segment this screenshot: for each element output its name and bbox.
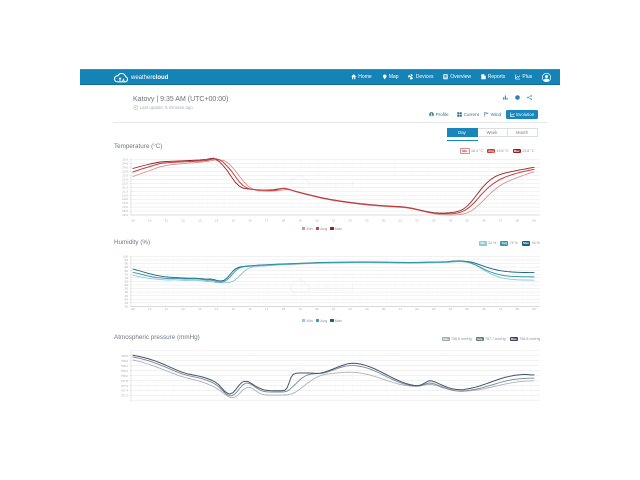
svg-text:13: 13 <box>198 307 202 311</box>
svg-text:758.6: 758.6 <box>121 359 129 363</box>
svg-text:23.5: 23.5 <box>122 169 128 173</box>
svg-text:00: 00 <box>382 218 386 222</box>
svg-text:20: 20 <box>315 218 319 222</box>
svg-text:06: 06 <box>482 218 486 222</box>
svg-text:18: 18 <box>282 218 286 222</box>
svg-text:20: 20 <box>315 307 319 311</box>
svg-text:18.0: 18.0 <box>122 213 128 217</box>
svg-text:55: 55 <box>125 287 129 291</box>
svg-text:04: 04 <box>449 218 453 222</box>
svg-text:758.2: 758.2 <box>121 369 129 373</box>
svg-text:19: 19 <box>298 307 302 311</box>
svg-text:04: 04 <box>449 307 453 311</box>
svg-text:21.0: 21.0 <box>122 189 128 193</box>
svg-text:15: 15 <box>232 218 236 222</box>
svg-text:09: 09 <box>532 218 536 222</box>
svg-text:18: 18 <box>282 307 286 311</box>
svg-text:11: 11 <box>165 307 168 311</box>
svg-text:22.5: 22.5 <box>122 177 128 181</box>
svg-text:11: 11 <box>165 218 168 222</box>
svg-text:22: 22 <box>349 307 353 311</box>
svg-text:35: 35 <box>125 301 129 305</box>
svg-text:07: 07 <box>499 307 503 311</box>
svg-text:09: 09 <box>532 307 536 311</box>
svg-text:09: 09 <box>131 218 135 222</box>
svg-text:17: 17 <box>265 307 269 311</box>
svg-text:95: 95 <box>125 258 129 262</box>
svg-text:13: 13 <box>198 218 202 222</box>
svg-text:758.0: 758.0 <box>121 374 129 378</box>
svg-text:24.0: 24.0 <box>122 166 128 170</box>
svg-text:22.0: 22.0 <box>122 181 128 185</box>
svg-text:758.4: 758.4 <box>121 364 129 368</box>
svg-text:01: 01 <box>399 307 403 311</box>
svg-text:02: 02 <box>415 307 419 311</box>
svg-text:60: 60 <box>125 283 129 287</box>
svg-text:12: 12 <box>181 218 185 222</box>
svg-text:08: 08 <box>516 307 520 311</box>
svg-text:25.0: 25.0 <box>122 158 128 162</box>
svg-text:20.0: 20.0 <box>122 197 128 201</box>
svg-text:05: 05 <box>465 307 469 311</box>
svg-text:45: 45 <box>125 294 129 298</box>
svg-text:03: 03 <box>432 218 436 222</box>
svg-text:24.5: 24.5 <box>122 162 128 166</box>
svg-text:23: 23 <box>365 307 369 311</box>
svg-text:03: 03 <box>432 307 436 311</box>
svg-text:02: 02 <box>415 218 419 222</box>
svg-text:17: 17 <box>265 218 269 222</box>
svg-text:40: 40 <box>125 297 129 301</box>
svg-text:85: 85 <box>125 265 129 269</box>
svg-text:23: 23 <box>365 218 369 222</box>
svg-text:12: 12 <box>181 307 185 311</box>
svg-text:weathercloud: weathercloud <box>310 284 354 293</box>
svg-text:19.5: 19.5 <box>122 201 128 205</box>
svg-text:75: 75 <box>125 272 129 276</box>
svg-text:19: 19 <box>298 218 302 222</box>
svg-text:weathercloud: weathercloud <box>310 180 354 189</box>
svg-text:90: 90 <box>125 262 129 266</box>
svg-text:80: 80 <box>125 269 129 273</box>
svg-text:18.5: 18.5 <box>122 209 128 213</box>
svg-text:757.8: 757.8 <box>121 379 129 383</box>
svg-text:757.4: 757.4 <box>121 389 129 393</box>
svg-text:14: 14 <box>215 218 219 222</box>
svg-text:100: 100 <box>123 255 128 259</box>
svg-text:23.0: 23.0 <box>122 173 128 177</box>
svg-text:30: 30 <box>125 305 129 309</box>
svg-text:01: 01 <box>399 218 403 222</box>
svg-text:21: 21 <box>332 307 336 311</box>
svg-text:19.0: 19.0 <box>122 205 128 209</box>
svg-text:16: 16 <box>248 307 252 311</box>
svg-text:16: 16 <box>248 218 252 222</box>
svg-text:06: 06 <box>482 307 486 311</box>
svg-text:757.6: 757.6 <box>121 384 129 388</box>
svg-text:09: 09 <box>131 307 135 311</box>
svg-text:22: 22 <box>349 218 353 222</box>
svg-text:21: 21 <box>332 218 336 222</box>
svg-text:05: 05 <box>465 218 469 222</box>
svg-text:70: 70 <box>125 276 129 280</box>
svg-text:20.5: 20.5 <box>122 193 128 197</box>
svg-text:10: 10 <box>148 218 152 222</box>
svg-text:07: 07 <box>499 218 503 222</box>
svg-text:65: 65 <box>125 280 129 284</box>
svg-text:14: 14 <box>215 307 219 311</box>
svg-text:21.5: 21.5 <box>122 185 128 189</box>
svg-text:757.2: 757.2 <box>121 394 129 398</box>
svg-text:00: 00 <box>382 307 386 311</box>
svg-text:10: 10 <box>148 307 152 311</box>
svg-text:15: 15 <box>232 307 236 311</box>
svg-text:758.8: 758.8 <box>121 354 129 358</box>
svg-text:50: 50 <box>125 290 129 294</box>
svg-text:08: 08 <box>516 218 520 222</box>
